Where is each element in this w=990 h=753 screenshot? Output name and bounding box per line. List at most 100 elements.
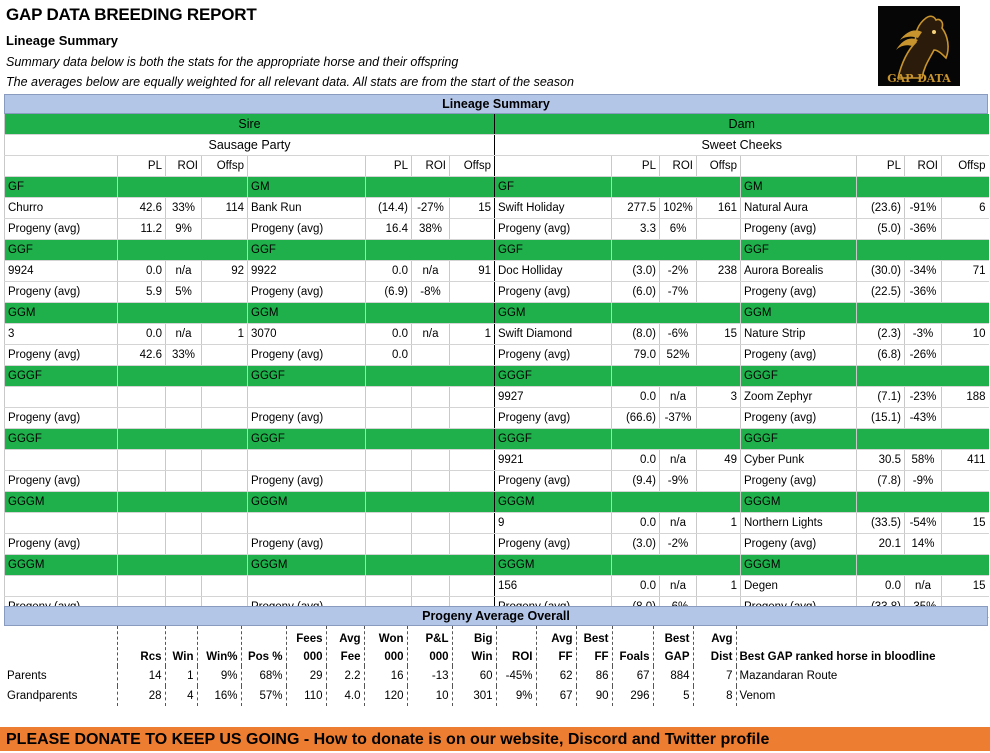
generation-label: GGGM <box>494 554 612 576</box>
horse-name: Doc Holliday <box>494 260 612 282</box>
progeny-cell: 7 <box>693 666 737 686</box>
horse-name: Progeny (avg) <box>4 407 118 429</box>
horse-name: Swift Diamond <box>494 323 612 345</box>
generation-filler <box>611 491 741 513</box>
horse-name: Progeny (avg) <box>740 344 857 366</box>
horse-roi <box>165 386 202 408</box>
progeny-header-cell: Best GAP ranked horse in bloodline <box>739 651 936 663</box>
progeny-average-title: Progeny Average Overall <box>4 606 988 626</box>
horse-roi: 6% <box>659 218 697 240</box>
column-header-name <box>247 155 366 177</box>
horse-pl: 0.0 <box>611 512 660 534</box>
generation-filler <box>117 428 248 450</box>
progeny-cell: 28 <box>117 686 166 706</box>
progeny-cell: 60 <box>452 666 497 686</box>
progeny-header-cell: Win% <box>197 626 242 666</box>
progeny-header-cell: Fees 000 <box>286 626 327 666</box>
horse-roi: n/a <box>165 323 202 345</box>
horse-name: Progeny (avg) <box>247 344 366 366</box>
horse-pl <box>365 533 412 555</box>
generation-filler <box>365 491 495 513</box>
horse-name: Progeny (avg) <box>494 344 612 366</box>
progeny-cell: 120 <box>364 686 408 706</box>
horse-offsp: 15 <box>449 197 495 219</box>
progeny-header-cell: Avg Fee <box>326 626 365 666</box>
horse-name <box>247 575 366 597</box>
horse-roi: 38% <box>411 218 450 240</box>
generation-filler <box>117 554 248 576</box>
horse-roi: 9% <box>165 218 202 240</box>
generation-label: GGGM <box>4 554 118 576</box>
progeny-cell: 9% <box>496 686 537 706</box>
progeny-header-cell: Best GAP <box>653 626 694 666</box>
horse-name <box>247 386 366 408</box>
progeny-cell: Parents <box>4 666 118 686</box>
horse-offsp <box>449 449 495 471</box>
horse-name: Progeny (avg) <box>4 533 118 555</box>
horse-name: Natural Aura <box>740 197 857 219</box>
horse-offsp: 188 <box>941 386 989 408</box>
progeny-cell: 5 <box>653 686 694 706</box>
generation-label: GGGF <box>4 365 118 387</box>
horse-name: Progeny (avg) <box>494 281 612 303</box>
progeny-table: Rcs Win Win% Pos % Fees 000 Avg Fee Won 000 P&L… <box>4 626 988 706</box>
horse-name: Cyber Punk <box>740 449 857 471</box>
column-header-roi: ROI <box>659 155 697 177</box>
report-subtitle: Lineage Summary <box>6 33 118 48</box>
horse-roi <box>165 533 202 555</box>
progeny-cell: 29 <box>286 666 327 686</box>
horse-pl <box>365 470 412 492</box>
progeny-header-cell: Won 000 <box>364 626 408 666</box>
generation-row: GGGF GGGF GGGF GGGF <box>4 365 989 387</box>
horse-offsp <box>449 470 495 492</box>
progeny-header-cell: Avg FF <box>536 626 577 666</box>
horse-roi: -9% <box>904 470 942 492</box>
column-header-name <box>494 155 612 177</box>
progeny-cell: 1 <box>165 666 198 686</box>
horse-pl <box>365 512 412 534</box>
generation-filler <box>856 491 989 513</box>
horse-offsp: 238 <box>696 260 741 282</box>
horse-row: Progeny (avg)Progeny (avg)Progeny (avg)(… <box>4 470 989 492</box>
progeny-cell: 8 <box>693 686 737 706</box>
column-header-pl: PL <box>856 155 905 177</box>
progeny-header-cell: Win <box>165 626 198 666</box>
progeny-cell: 9% <box>197 666 242 686</box>
horse-pl <box>365 386 412 408</box>
horse-offsp: 1 <box>696 512 741 534</box>
generation-filler <box>117 176 248 198</box>
horse-roi: -9% <box>659 470 697 492</box>
generation-filler <box>117 365 248 387</box>
horse-pl: (6.9) <box>365 281 412 303</box>
horse-pl: 16.4 <box>365 218 412 240</box>
horse-name: Progeny (avg) <box>4 218 118 240</box>
horse-roi <box>411 386 450 408</box>
horse-offsp <box>201 407 248 429</box>
generation-filler <box>856 554 989 576</box>
horse-pl: 42.6 <box>117 197 166 219</box>
horse-roi: -43% <box>904 407 942 429</box>
progeny-cell: 67 <box>536 686 577 706</box>
horse-roi: n/a <box>411 323 450 345</box>
horse-pl: (6.0) <box>611 281 660 303</box>
column-header-name <box>740 155 857 177</box>
horse-roi: n/a <box>659 386 697 408</box>
horse-offsp <box>449 407 495 429</box>
generation-filler <box>856 176 989 198</box>
progeny-cell: Grandparents <box>4 686 118 706</box>
horse-pl: (3.0) <box>611 533 660 555</box>
horse-roi <box>165 512 202 534</box>
horse-pl <box>117 533 166 555</box>
horse-offsp <box>201 533 248 555</box>
horse-row: Churro 42.6 33% 114 Bank Run (14.4) -27% 15 Swif… <box>4 197 989 219</box>
horse-roi: -26% <box>904 344 942 366</box>
horse-roi: n/a <box>659 512 697 534</box>
generation-filler <box>856 365 989 387</box>
progeny-cell: Mazandaran Route <box>739 670 838 682</box>
generation-label: GGGM <box>740 554 857 576</box>
generation-filler <box>117 491 248 513</box>
generation-filler <box>365 302 495 324</box>
horse-row: 9927 0.0 n/a 3 Zoom Zephyr (7.1) -23% 188 <box>4 386 989 408</box>
generation-label: GGGM <box>494 491 612 513</box>
horse-pl: (66.6) <box>611 407 660 429</box>
